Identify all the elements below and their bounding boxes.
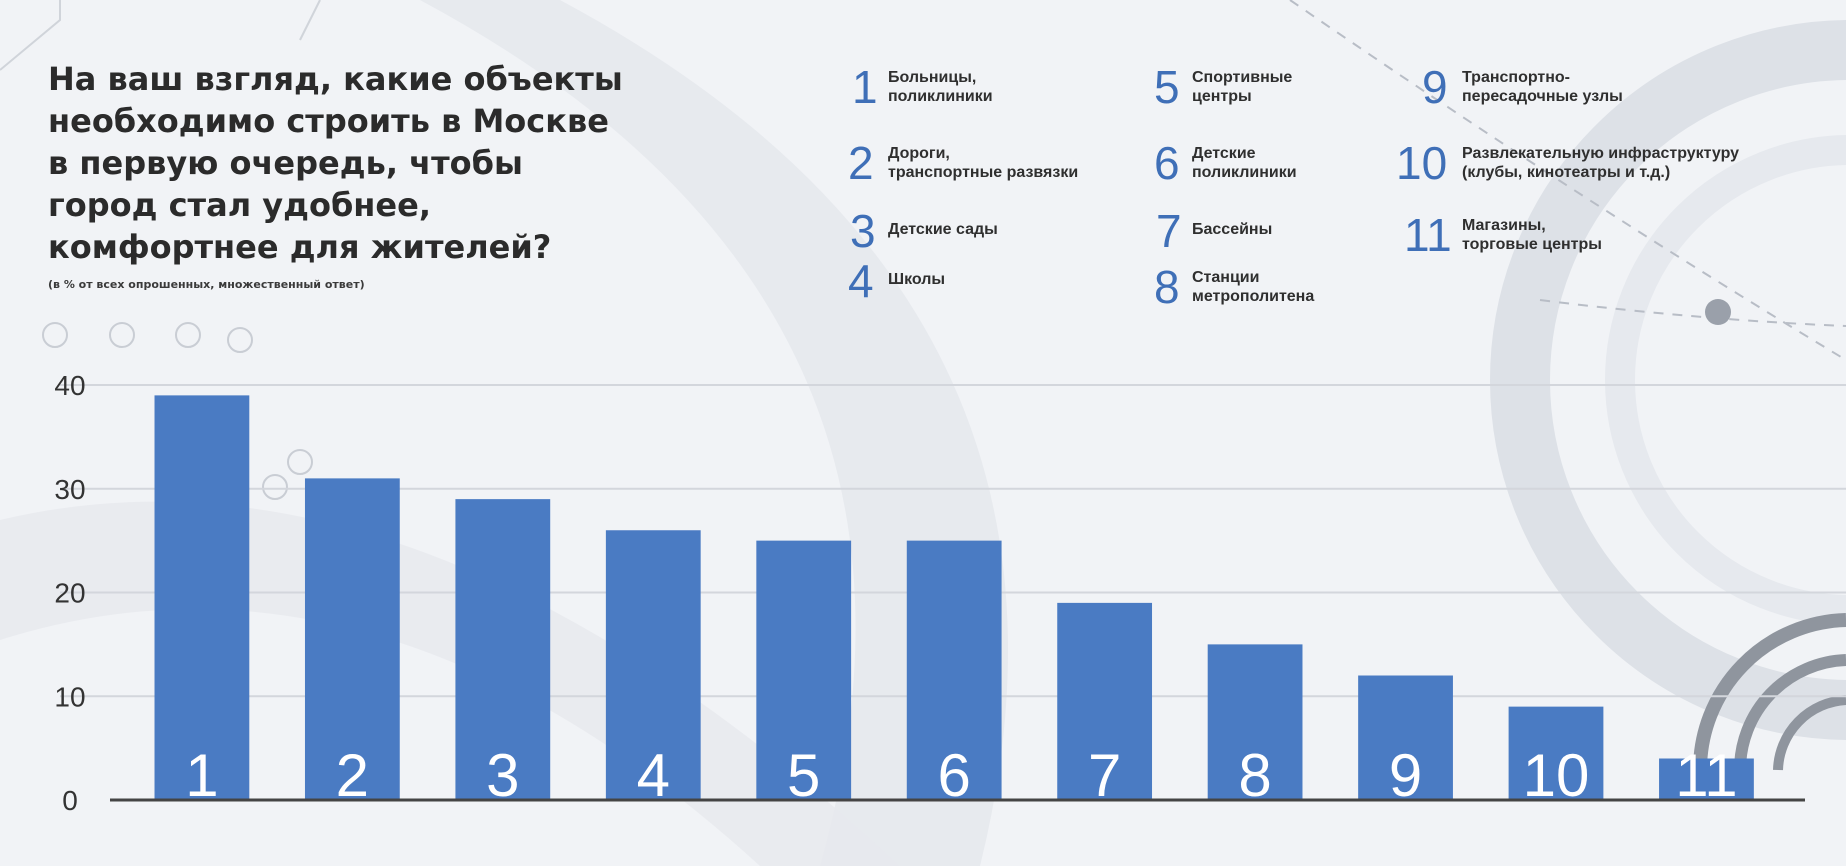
legend-line: торговые центры <box>1462 236 1602 253</box>
bar-category-label: 1 <box>185 742 218 809</box>
legend-line: Станции <box>1192 269 1260 286</box>
legend-label: Детские сады <box>888 220 998 239</box>
legend-label: Школы <box>888 270 945 289</box>
bar <box>1057 602 1153 800</box>
y-tick-label: 40 <box>54 370 85 401</box>
chart-title: На ваш взгляд, какие объекты необходимо … <box>48 58 648 268</box>
legend-label: Больницы, поликлиники <box>888 68 993 106</box>
y-tick-label: 0 <box>62 785 78 816</box>
legend-line: Магазины, <box>1462 217 1546 234</box>
legend-number: 1 <box>852 61 878 113</box>
legend-line: Больницы, <box>888 69 977 86</box>
legend-line: Детские сады <box>888 221 998 238</box>
title-line: На ваш взгляд, какие объекты <box>48 60 623 98</box>
bar <box>1207 644 1303 800</box>
chart-subtitle: (в % от всех опрошенных, множественный о… <box>48 278 365 291</box>
bar-category-label: 7 <box>1088 742 1121 809</box>
legend-number: 6 <box>1154 137 1180 189</box>
legend-line: поликлиники <box>888 88 993 105</box>
legend-label: Детские поликлиники <box>1192 144 1297 182</box>
legend-line: транспортные развязки <box>888 164 1079 181</box>
title-line: необходимо строить в Москве <box>48 102 609 140</box>
title-line: город стал удобнее, <box>48 186 431 224</box>
legend-line: Транспортно- <box>1462 69 1570 86</box>
legend-number: 8 <box>1154 261 1180 313</box>
bar <box>154 395 250 800</box>
legend-line: (клубы, кинотеатры и т.д.) <box>1462 164 1671 181</box>
legend-line: пересадочные узлы <box>1462 88 1623 105</box>
legend-number: 4 <box>848 255 874 307</box>
legend-line: Спортивные <box>1192 69 1293 86</box>
legend-line: Школы <box>888 271 946 288</box>
legend-label: Развлекательную инфраструктуру (клубы, к… <box>1462 144 1739 182</box>
legend-line: Бассейны <box>1192 221 1273 238</box>
bar <box>756 540 852 800</box>
bar-category-label: 8 <box>1238 742 1271 809</box>
bar-category-label: 2 <box>336 742 369 809</box>
legend-label: Бассейны <box>1192 220 1272 239</box>
legend-line: поликлиники <box>1192 164 1297 181</box>
bar-category-label: 3 <box>486 742 519 809</box>
bar <box>304 478 400 800</box>
legend-number: 7 <box>1156 205 1182 257</box>
legend-line: метрополитена <box>1192 288 1315 305</box>
bar-category-label: 10 <box>1523 742 1590 809</box>
bar <box>1508 706 1604 800</box>
legend-label: Транспортно- пересадочные узлы <box>1462 68 1623 106</box>
legend-number: 10 <box>1396 137 1448 189</box>
legend-line: Развлекательную инфраструктуру <box>1462 145 1740 162</box>
legend-line: Дороги, <box>888 145 950 162</box>
y-tick-label: 10 <box>54 681 85 712</box>
legend-label: Магазины, торговые центры <box>1462 216 1602 254</box>
legend-label: Спортивные центры <box>1192 68 1292 106</box>
legend-line: центры <box>1192 88 1252 105</box>
legend-number: 3 <box>850 205 876 257</box>
bar-category-label: 4 <box>637 742 670 809</box>
bar <box>906 540 1002 800</box>
bar <box>455 499 551 800</box>
legend-number: 9 <box>1422 61 1448 113</box>
bar-category-label: 6 <box>937 742 970 809</box>
bar <box>1659 758 1754 800</box>
legend-label: Станции метрополитена <box>1192 268 1314 306</box>
bar <box>605 530 701 800</box>
title-line: в первую очередь, чтобы <box>48 144 523 182</box>
legend-number: 2 <box>848 137 874 189</box>
legend-number: 11 <box>1404 209 1452 261</box>
bar-category-label: 9 <box>1389 742 1422 809</box>
bar <box>1358 675 1453 800</box>
bar-category-label: 11 <box>1675 742 1737 809</box>
y-tick-label: 30 <box>54 474 85 505</box>
legend-line: Детские <box>1192 145 1256 162</box>
legend-number: 5 <box>1154 61 1180 113</box>
legend-label: Дороги, транспортные развязки <box>888 144 1078 182</box>
bar-category-label: 5 <box>787 742 820 809</box>
title-line: комфортнее для жителей? <box>48 228 552 266</box>
y-tick-label: 20 <box>54 578 85 609</box>
